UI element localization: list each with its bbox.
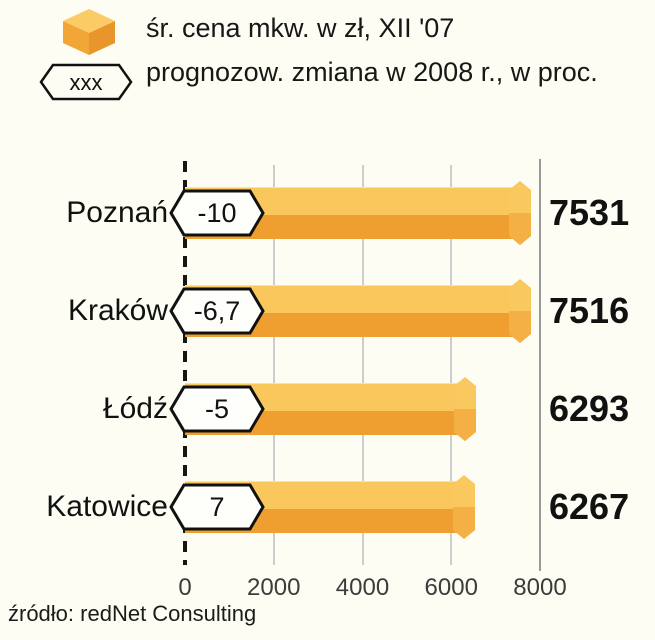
x-tick-2000: 2000 — [247, 574, 301, 601]
change-badge-poznan: -10 — [169, 189, 265, 237]
x-tick-6000: 6000 — [424, 574, 478, 601]
value-label-krakow: 7516 — [549, 290, 630, 331]
category-label-lodz: Łódź — [102, 392, 168, 425]
cube-icon — [63, 9, 115, 55]
bar-end-cap — [453, 475, 475, 539]
bar-end-cap — [509, 279, 531, 343]
legend-price-label: śr. cena mkw. w zł, XII '07 — [146, 13, 455, 43]
change-value-lodz: -5 — [205, 394, 229, 424]
hexagon-placeholder-text: xxx — [70, 70, 103, 95]
source-label: źródło: redNet Consulting — [8, 601, 257, 626]
gridline-6000 — [450, 165, 453, 565]
y-axis-dashed-line — [183, 161, 187, 565]
plot-area: 0 2000 4000 6000 8000 — [178, 159, 567, 601]
change-badge-krakow: -6,7 — [169, 287, 265, 335]
change-badge-katowice: 7 — [169, 483, 265, 531]
gridline-2000 — [272, 165, 275, 565]
change-value-katowice: 7 — [209, 492, 224, 522]
category-label-krakow: Kraków — [67, 294, 168, 327]
x-tick-8000: 8000 — [513, 574, 567, 601]
category-label-poznan: Poznań — [66, 196, 168, 229]
x-tick-0: 0 — [178, 574, 192, 601]
bar-end-cap — [509, 181, 531, 245]
value-label-katowice: 6267 — [549, 486, 630, 527]
value-label-poznan: 7531 — [549, 192, 630, 233]
change-value-poznan: -10 — [197, 198, 236, 228]
change-badge-lodz: -5 — [169, 385, 265, 433]
category-label-katowice: Katowice — [46, 490, 168, 523]
gridline-8000 — [539, 159, 541, 571]
value-label-lodz: 6293 — [549, 388, 630, 429]
hexagon-icon: xxx — [39, 63, 133, 101]
gridline-4000 — [361, 165, 364, 565]
x-tick-4000: 4000 — [335, 574, 390, 601]
change-value-krakow: -6,7 — [194, 296, 241, 326]
legend-change-label: prognozow. zmiana w 2008 r., w proc. — [146, 57, 598, 87]
bar-end-cap — [454, 377, 476, 441]
